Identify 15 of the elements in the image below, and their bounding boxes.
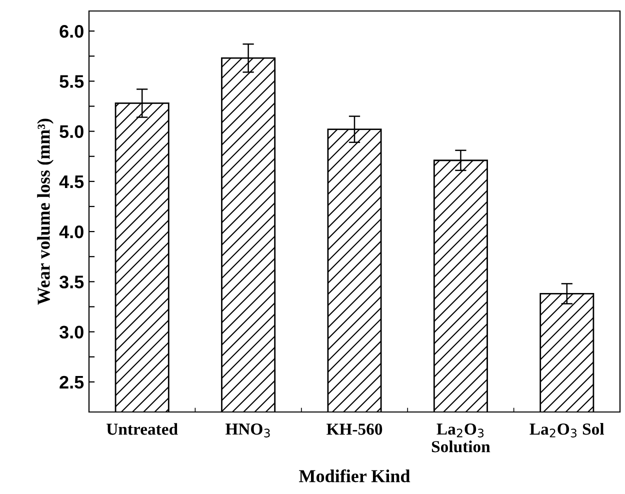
x-tick-label: La$_{2}$O$_{3}$ Solution [432,424,490,452]
y-tick-label: 3.5 [59,276,84,288]
y-tick-label: 5.5 [60,75,84,88]
y-axis-title: Wear volume loss (mm³) [37,118,54,305]
y-tick-label: 5.0 [60,125,84,138]
x-tick-label: La$_{2}$O$_{3}$ Sol [530,423,604,438]
x-tick-label: HNO$_{3}$ [226,424,270,438]
y-tick-label: 4.0 [59,225,84,238]
y-tick-label: 6.0 [60,24,84,38]
y-tick-label: 2.5 [60,376,84,389]
y-tick-label: 4.5 [59,176,84,188]
x-axis-title: Modifier Kind [299,469,410,482]
x-tick-label: Untreated [106,423,178,435]
x-tick-label: KH-560 [326,424,382,435]
y-tick-label: 3.0 [59,326,84,339]
